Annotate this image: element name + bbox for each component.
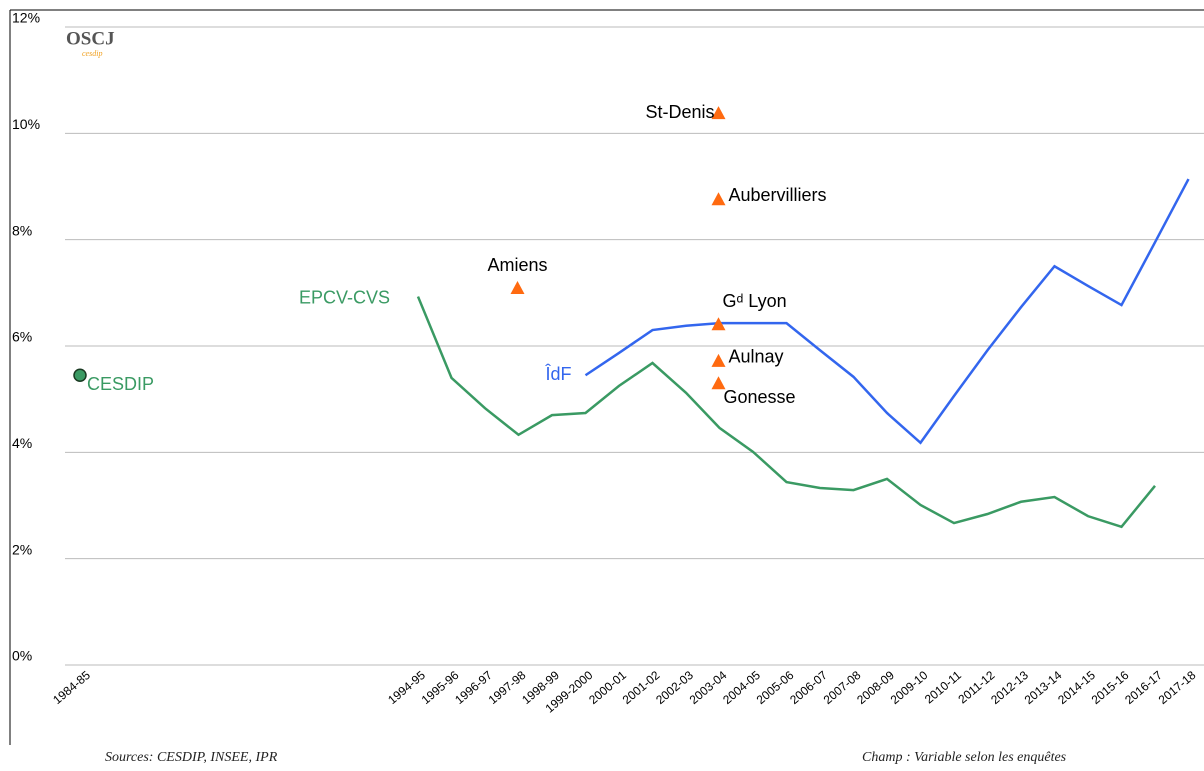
point	[73, 368, 87, 382]
y-tick-label: 0%	[12, 648, 32, 664]
point-label: St-Denis	[645, 102, 714, 122]
series-line	[416, 296, 1156, 529]
y-tick-label: 8%	[12, 222, 32, 238]
point-marker	[510, 281, 525, 295]
point-marker	[711, 106, 726, 120]
series-label: CESDIP	[87, 374, 154, 394]
point-label: Gᵈ Lyon	[723, 291, 787, 311]
logo-subtext: cesdip	[82, 49, 102, 58]
y-tick-label: 4%	[12, 435, 32, 451]
logo: OSCJ	[66, 28, 115, 49]
y-tick-label: 6%	[12, 329, 32, 345]
series-label: ÎdF	[544, 364, 571, 384]
note: Champ : Variable selon les enquêtes	[862, 750, 1067, 765]
point-marker	[711, 353, 726, 367]
source: Sources: CESDIP, INSEE, IPR	[105, 750, 278, 765]
point-marker	[711, 376, 726, 390]
y-tick-label: 2%	[12, 541, 32, 557]
series-line	[584, 178, 1190, 445]
x-tick-label: 2009-10	[888, 668, 931, 707]
point-label: Gonesse	[724, 387, 796, 407]
series-label: EPCV-CVS	[299, 287, 390, 307]
y-tick-label: 10%	[12, 116, 40, 132]
point-marker	[711, 192, 726, 206]
point-label: Aubervilliers	[729, 185, 827, 205]
x-tick-label: 2017-18	[1156, 668, 1199, 707]
point-label: Aulnay	[729, 347, 784, 367]
x-tick-label: 1984-85	[50, 668, 93, 707]
x-tick-label: 2010-11	[922, 668, 964, 707]
y-tick-label: 12%	[12, 10, 40, 26]
point-marker	[711, 317, 726, 331]
point-label: Amiens	[487, 255, 547, 275]
